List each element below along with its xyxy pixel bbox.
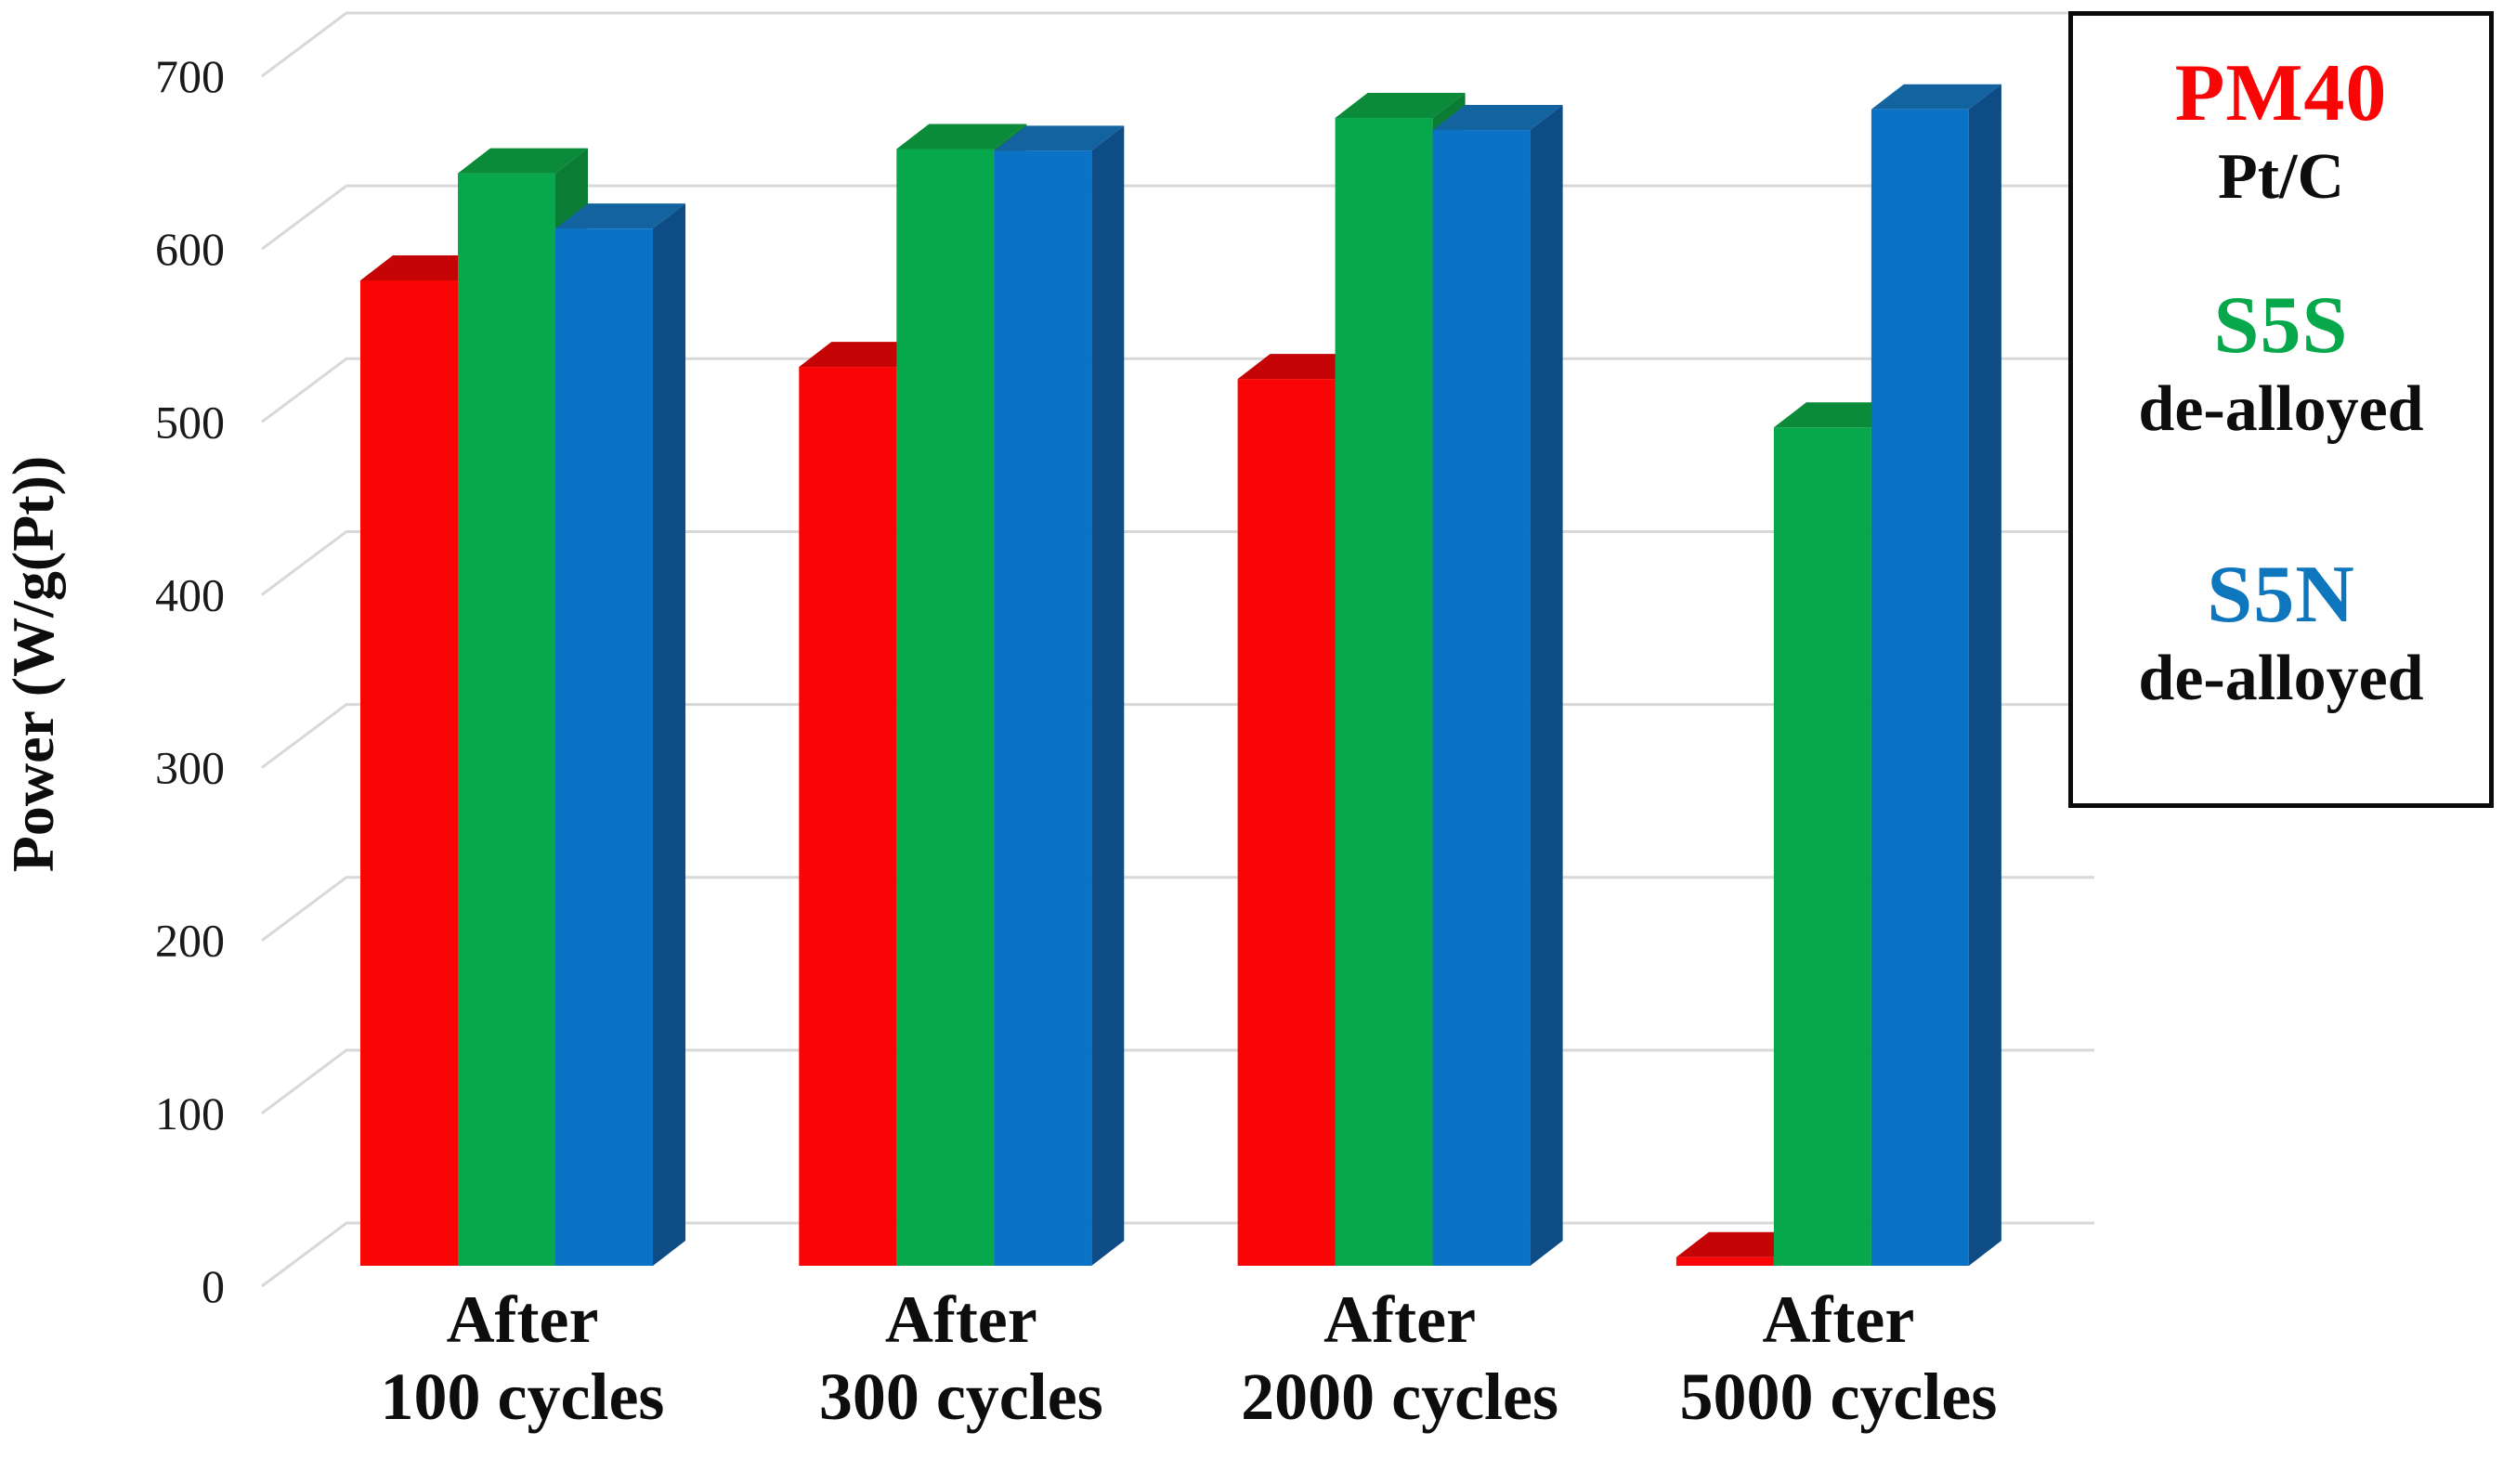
- y-tick-label-200: 200: [155, 915, 225, 967]
- bars-layer: [360, 84, 2001, 1267]
- legend: PM40 Pt/C S5S de-alloyed S5N de-alloyed: [2068, 11, 2494, 808]
- legend-series-sublabel: de-alloyed: [2138, 373, 2424, 446]
- y-tick-label-700: 700: [155, 50, 225, 102]
- legend-entry-pm40: PM40 Pt/C: [2073, 48, 2489, 216]
- bar-front-face: [799, 367, 897, 1266]
- legend-entry-s5s: S5S de-alloyed: [2073, 280, 2489, 449]
- legend-series-name: PM40: [2174, 48, 2388, 138]
- bar-side-face: [653, 203, 685, 1266]
- x-axis-label-line1: After: [447, 1282, 599, 1357]
- x-axis-label-line1: After: [1762, 1282, 1914, 1357]
- bar-top-face: [1335, 93, 1466, 119]
- y-tick-label-0: 0: [202, 1260, 225, 1312]
- y-tick-label-600: 600: [155, 223, 225, 275]
- y-tick-label-300: 300: [155, 742, 225, 794]
- bar-s5n-after-5000-cycles: [1871, 84, 2001, 1267]
- legend-series-name: S5N: [2207, 550, 2355, 640]
- bar-front-face: [458, 173, 555, 1266]
- bar-top-face: [555, 203, 685, 229]
- bar-s5n-after-300-cycles: [994, 125, 1125, 1267]
- legend-series-name: S5S: [2213, 280, 2349, 371]
- y-tick-label-400: 400: [155, 568, 225, 620]
- bar-top-face: [1432, 105, 1563, 131]
- bar-front-face: [896, 149, 995, 1266]
- bar-s5n-after-100-cycles: [555, 203, 685, 1266]
- bar-top-face: [1773, 402, 1904, 428]
- bar-front-face: [1432, 130, 1531, 1267]
- bar-front-face: [1871, 109, 1969, 1267]
- bar-top-face: [994, 125, 1125, 151]
- gridlines-layer: [261, 11, 2094, 1288]
- bar-s5n-after-2000-cycles: [1432, 105, 1563, 1267]
- legend-series-sublabel: de-alloyed: [2138, 643, 2424, 715]
- x-axis-label-line2: 2000 cycles: [1241, 1360, 1558, 1434]
- bar-side-face: [1091, 125, 1125, 1267]
- bar-front-face: [994, 150, 1092, 1267]
- x-axis-label-line2: 5000 cycles: [1679, 1360, 1997, 1434]
- y-axis-title: Power (W/g(Pt)): [0, 456, 66, 872]
- bar-front-face: [1237, 379, 1336, 1266]
- x-axis-label-line1: After: [1323, 1282, 1476, 1357]
- legend-series-sublabel: Pt/C: [2217, 141, 2345, 214]
- bar-front-face: [555, 228, 653, 1266]
- y-axis-tick-labels: 0 100 200 300 400 500 600 700: [155, 50, 225, 1312]
- bar-front-face: [1675, 1256, 1774, 1266]
- bar-top-face: [458, 148, 588, 174]
- bar-side-face: [1530, 105, 1563, 1267]
- bar-front-face: [1335, 118, 1433, 1267]
- bar-side-face: [1968, 84, 2001, 1267]
- y-tick-label-500: 500: [155, 396, 225, 448]
- legend-entry-s5n: S5N de-alloyed: [2073, 550, 2489, 718]
- bar-front-face: [1773, 427, 1871, 1266]
- bar-top-face: [896, 124, 1027, 150]
- x-axis-label-line1: After: [885, 1282, 1037, 1357]
- x-axis-label-line2: 300 cycles: [819, 1360, 1103, 1434]
- gridline-700: [261, 11, 2094, 78]
- x-axis-label-line2: 100 cycles: [381, 1360, 665, 1434]
- bar-top-face: [1871, 84, 2001, 110]
- bar-front-face: [360, 280, 458, 1267]
- y-tick-label-100: 100: [155, 1087, 225, 1139]
